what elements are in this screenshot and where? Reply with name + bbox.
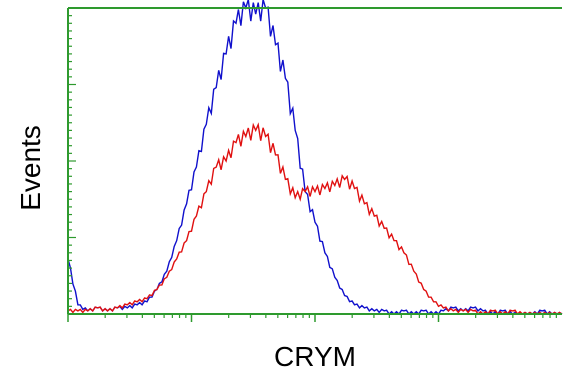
x-axis-title: CRYM — [274, 341, 356, 372]
series-line-2 — [67, 122, 563, 316]
plot-background — [68, 8, 562, 314]
y-axis-title: Events — [15, 125, 46, 211]
series-layer — [67, 0, 563, 316]
series-line-1 — [67, 0, 563, 316]
plot-frame — [67, 7, 562, 322]
